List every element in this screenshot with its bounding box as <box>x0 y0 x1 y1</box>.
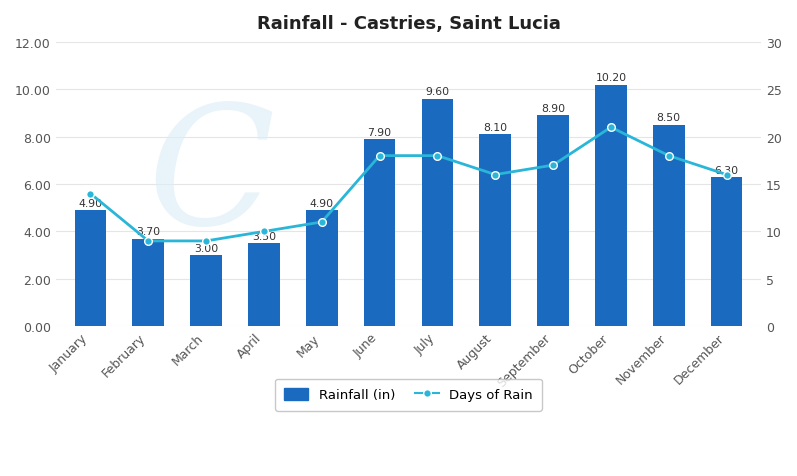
Bar <box>363 140 395 327</box>
Legend: Rainfall (in), Days of Rain: Rainfall (in), Days of Rain <box>275 379 542 411</box>
Bar <box>595 85 626 327</box>
Bar <box>537 116 569 327</box>
Bar <box>132 239 164 327</box>
Bar <box>711 178 743 327</box>
Bar <box>248 244 280 327</box>
Text: 4.90: 4.90 <box>78 198 103 208</box>
Text: 3.70: 3.70 <box>136 227 160 237</box>
Text: 4.90: 4.90 <box>310 198 334 208</box>
Text: 6.30: 6.30 <box>714 165 739 175</box>
Text: 3.00: 3.00 <box>194 243 218 253</box>
Bar <box>75 211 106 327</box>
Bar <box>306 211 338 327</box>
Bar <box>479 135 511 327</box>
Text: 10.20: 10.20 <box>595 73 626 83</box>
Text: 8.90: 8.90 <box>541 104 565 114</box>
Title: Rainfall - Castries, Saint Lucia: Rainfall - Castries, Saint Lucia <box>257 15 560 33</box>
Text: 8.50: 8.50 <box>657 113 681 123</box>
Text: C: C <box>147 99 275 259</box>
Text: 3.50: 3.50 <box>252 231 276 241</box>
Bar <box>422 99 453 327</box>
Text: 8.10: 8.10 <box>483 123 508 133</box>
Text: 9.60: 9.60 <box>426 87 450 97</box>
Bar <box>190 256 222 327</box>
Bar <box>653 126 685 327</box>
Text: 7.90: 7.90 <box>367 128 391 138</box>
